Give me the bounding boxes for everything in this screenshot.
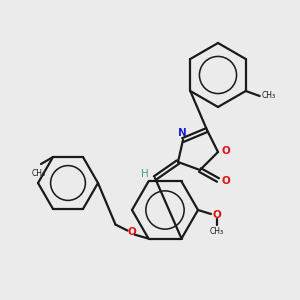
Text: O: O xyxy=(222,146,230,156)
Text: O: O xyxy=(213,210,221,220)
Text: O: O xyxy=(222,176,230,186)
Text: CH₃: CH₃ xyxy=(32,169,46,178)
Text: O: O xyxy=(127,226,136,237)
Text: CH₃: CH₃ xyxy=(210,227,224,236)
Text: N: N xyxy=(178,128,186,138)
Text: CH₃: CH₃ xyxy=(262,92,276,100)
Text: H: H xyxy=(141,169,149,179)
